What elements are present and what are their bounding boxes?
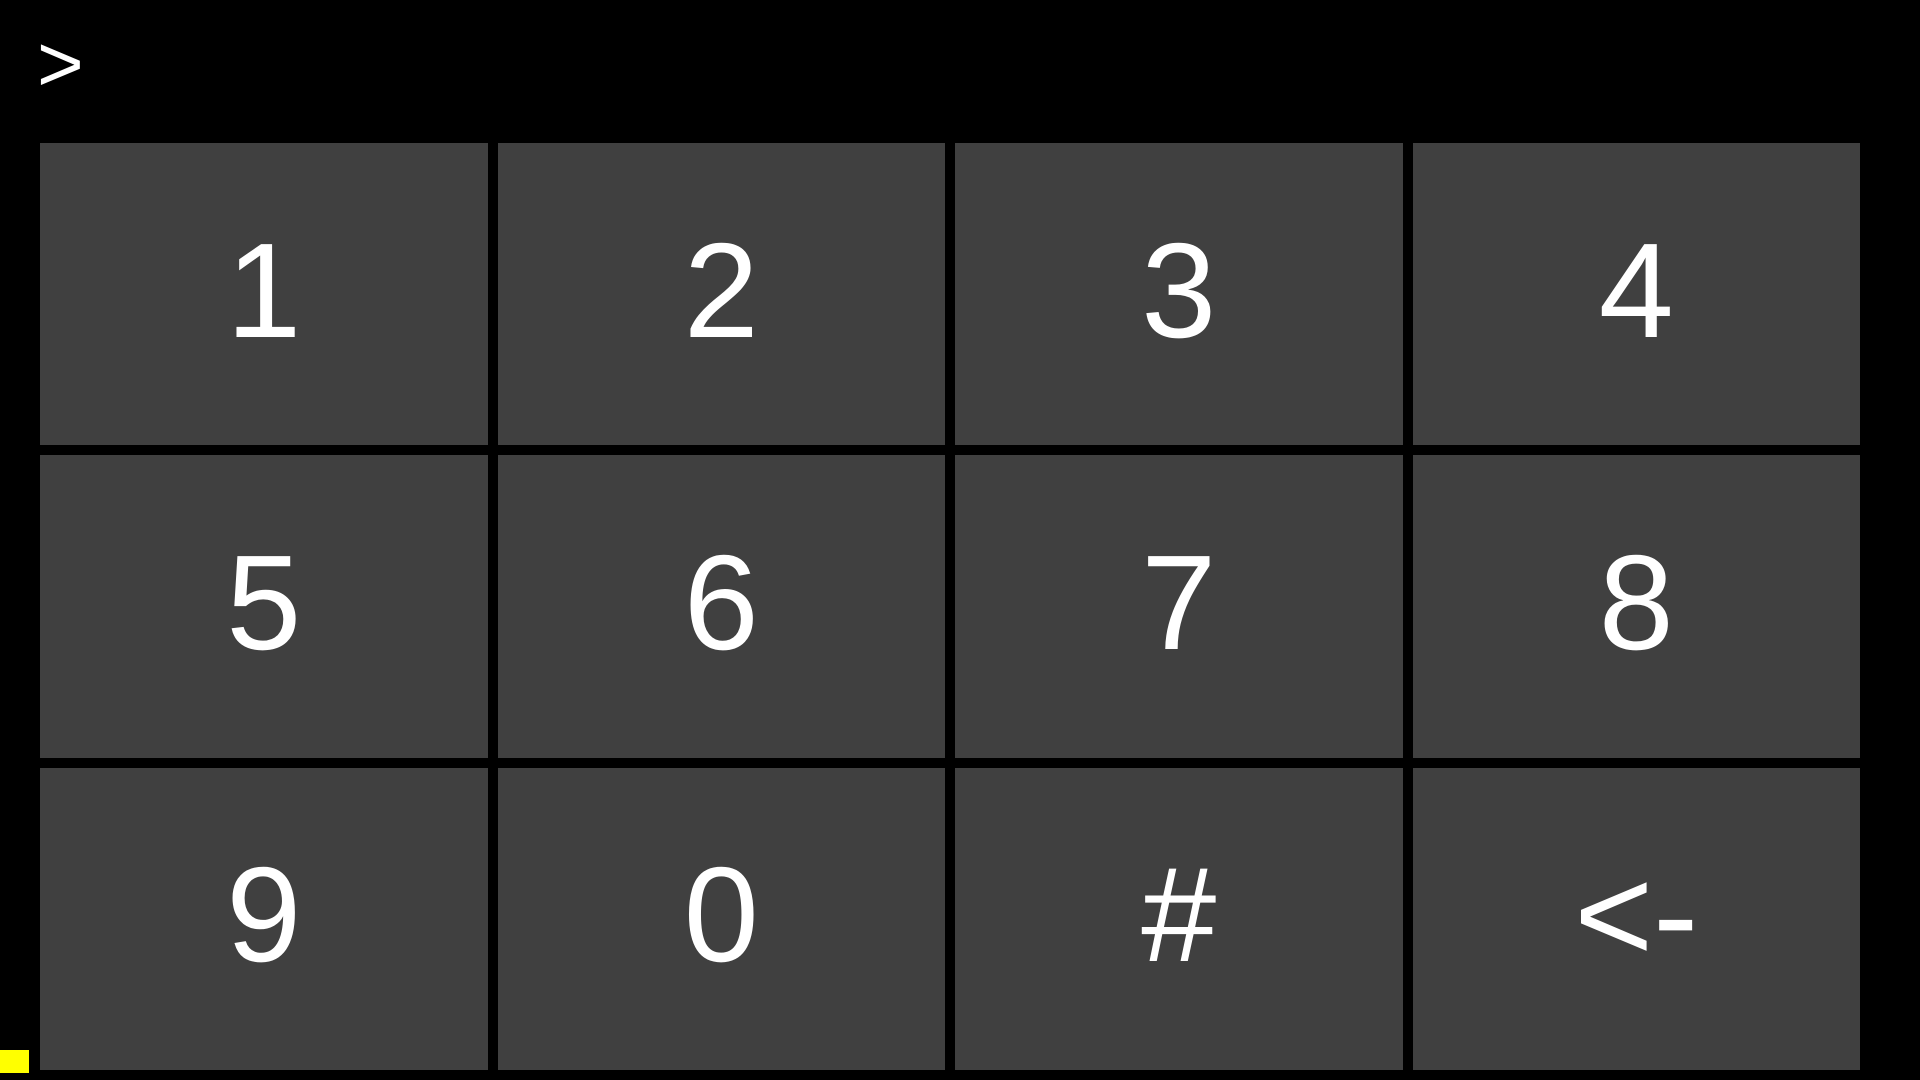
key-7[interactable]: 7 bbox=[955, 455, 1403, 758]
key-0[interactable]: 0 bbox=[497, 767, 945, 1070]
key-hash[interactable]: # bbox=[955, 767, 1403, 1070]
key-3[interactable]: 3 bbox=[955, 143, 1403, 446]
key-5[interactable]: 5 bbox=[40, 455, 488, 758]
key-8[interactable]: 8 bbox=[1412, 455, 1860, 758]
keypad-grid: 1 2 3 4 5 6 7 8 9 0 # <- bbox=[40, 143, 1860, 1070]
key-2[interactable]: 2 bbox=[497, 143, 945, 446]
key-1[interactable]: 1 bbox=[40, 143, 488, 446]
key-9[interactable]: 9 bbox=[40, 767, 488, 1070]
key-backspace[interactable]: <- bbox=[1412, 767, 1860, 1070]
key-4[interactable]: 4 bbox=[1412, 143, 1860, 446]
cursor-block bbox=[0, 1050, 29, 1073]
key-6[interactable]: 6 bbox=[497, 455, 945, 758]
terminal-prompt: > bbox=[37, 19, 84, 108]
